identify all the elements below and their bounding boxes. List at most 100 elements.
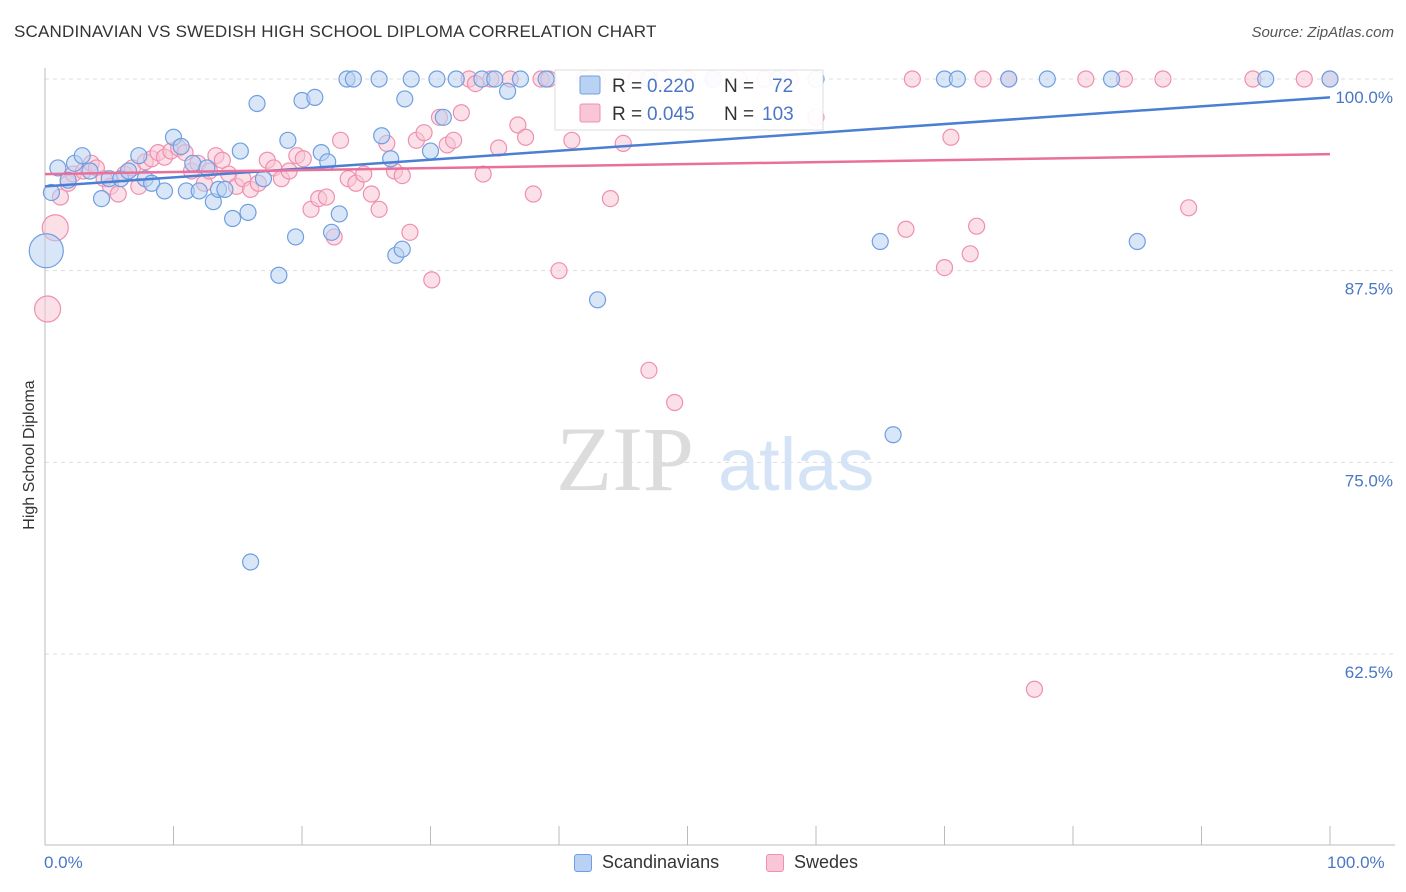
scandinavians-point-1: [42, 183, 61, 202]
swedes-point-96: [1180, 199, 1198, 217]
scandinavians-point-51: [486, 70, 504, 88]
legend-item-scandinavians[interactable]: Scandinavians: [574, 852, 719, 873]
scandinavians-point-52: [511, 70, 530, 88]
watermark: ZIP atlas: [556, 408, 874, 510]
stats-n-value-2: 103: [762, 104, 794, 125]
scandinavians-point-29: [270, 266, 288, 284]
swedes-point-102: [1025, 680, 1044, 698]
legend-label-swedes: Swedes: [794, 852, 859, 872]
scandinavians-point-2: [49, 159, 67, 177]
swedes-point-100: [974, 70, 992, 88]
swedes-point-40: [317, 188, 336, 206]
swedes-point-88: [903, 70, 921, 88]
scandinavians-point-71: [428, 70, 446, 88]
scandinavians-point-44: [393, 240, 411, 258]
scandinavians-point-47: [421, 142, 440, 160]
swedes-point-37: [294, 150, 312, 168]
stats-r-value-1: 0.220: [647, 76, 695, 97]
stats-r-label-2: R =: [612, 104, 642, 125]
scandinavians-point-30: [279, 131, 297, 149]
watermark-zip: ZIP: [556, 408, 694, 510]
scandinavians-point-0: [28, 233, 64, 269]
swedes-point-66: [516, 128, 535, 146]
x-tick-label-min: 0.0%: [44, 853, 83, 872]
scandinavians-point-40: [370, 70, 388, 88]
scandinavians-point-10: [119, 162, 138, 180]
scandinavians-point-19: [190, 182, 208, 200]
scandinavians-point-42: [382, 150, 400, 168]
swedes-point-77: [640, 361, 658, 379]
scandinavians-point-45: [396, 90, 414, 108]
scandinavians-point-11: [130, 147, 148, 165]
swedes-point-71: [563, 131, 581, 149]
swedes-point-10: [109, 185, 127, 203]
swedes-point-90: [942, 128, 960, 146]
scandinavians-point-53: [537, 70, 555, 88]
scandinavians-point-26: [239, 203, 257, 221]
swedes-point-57: [445, 131, 463, 149]
scandinavians-point-64: [1128, 232, 1146, 251]
x-tick-label-max: 100.0%: [1327, 853, 1385, 872]
scandinavians-point-66: [1321, 70, 1339, 88]
swedes-point-51: [401, 223, 419, 241]
y-tick-label-2: 87.5%: [1345, 280, 1393, 299]
source-label: Source: ZipAtlas.com: [1251, 24, 1394, 41]
scandinavians-point-33: [306, 88, 324, 107]
legend: Scandinavians Swedes: [0, 852, 1406, 876]
swedes-point-91: [961, 245, 979, 263]
scandinavians-point-67: [499, 82, 517, 100]
legend-item-swedes[interactable]: Swedes: [766, 852, 858, 873]
scandinavians-point-61: [1000, 70, 1018, 88]
stats-n-label-1: N =: [724, 76, 754, 97]
scandinavians-point-49: [447, 70, 465, 88]
swedes-point-26: [213, 151, 231, 169]
scandinavians-point-16: [172, 137, 190, 156]
scandinavians-point-7: [92, 190, 111, 208]
scandinavians-point-63: [1102, 70, 1121, 88]
swedes-point-53: [415, 124, 433, 142]
chart-title: SCANDINAVIAN VS SWEDISH HIGH SCHOOL DIPL…: [14, 22, 657, 41]
scandinavians-point-54: [588, 291, 607, 309]
scandinavians-point-24: [224, 209, 242, 228]
scandinavians-point-62: [1038, 70, 1056, 88]
swedes-point-101: [1154, 70, 1172, 88]
scandinavians-point-57: [871, 232, 889, 251]
swedes-point-47: [370, 200, 388, 218]
scandinavians-point-25: [231, 142, 249, 160]
scandinavians-points: [28, 70, 1339, 571]
swedes-point-0: [33, 295, 62, 323]
scandinavians-point-65: [1257, 70, 1275, 88]
swedes-point-67: [524, 185, 542, 203]
trend-lines: [44, 96, 1331, 188]
scandinavians-point-69: [242, 553, 260, 571]
swedes-point-50: [393, 167, 411, 185]
swedes-point-75: [614, 134, 632, 152]
swedes-point-94: [1077, 70, 1095, 88]
stats-n-label-2: N =: [724, 104, 754, 125]
scandinavians-point-48: [434, 108, 452, 126]
scandinavians-point-31: [286, 228, 305, 246]
legend-swatch-swedes: [766, 853, 784, 872]
scandinavians-point-41: [373, 127, 391, 145]
stats-swatch-blue: [579, 75, 601, 95]
scandinavians-point-5: [73, 147, 91, 165]
watermark-atlas: atlas: [718, 423, 874, 506]
swedes-point-46: [362, 185, 380, 203]
swedes-point-89: [935, 259, 954, 277]
swedes-point-74: [601, 190, 620, 208]
swedes-point-87: [897, 220, 915, 238]
y-tick-labels: 62.5% 75.0% 87.5% 100.0%: [1335, 88, 1393, 682]
swedes-point-92: [968, 217, 986, 235]
swedes-point-79: [666, 393, 684, 412]
y-tick-label-3: 100.0%: [1335, 88, 1393, 107]
swedes-point-54: [423, 271, 441, 289]
swedes-point-42: [331, 131, 350, 149]
scandinavians-point-28: [254, 170, 273, 188]
scandinavians-point-27: [248, 94, 266, 113]
scandinavians-point-36: [322, 223, 341, 241]
scandinavians-point-37: [330, 205, 348, 223]
stats-n-value-1: 72: [772, 76, 793, 97]
swedes-point-98: [1295, 70, 1313, 88]
stats-r-value-2: 0.045: [647, 104, 695, 125]
